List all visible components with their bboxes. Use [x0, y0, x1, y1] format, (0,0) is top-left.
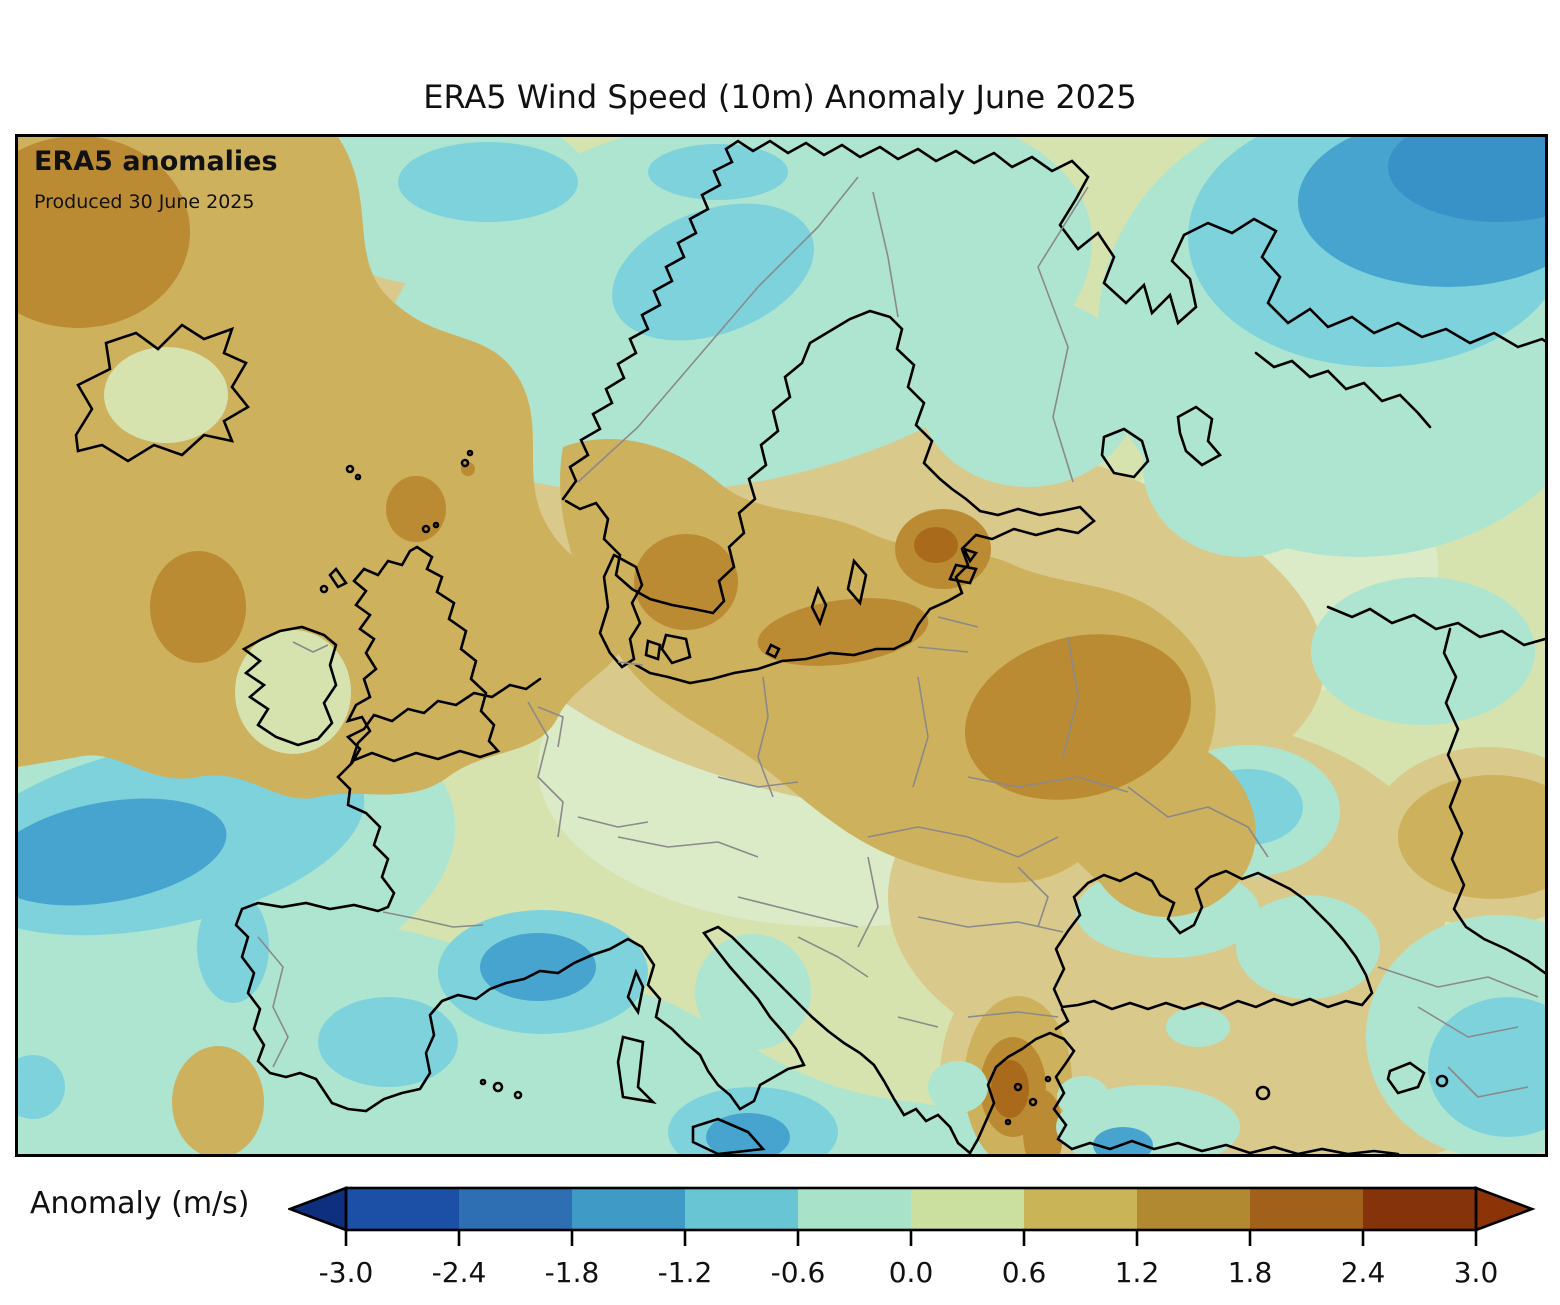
- coastlines: [74, 139, 1545, 1154]
- colorbar-tick-label: -3.0: [319, 1256, 374, 1289]
- map-overlay: ERA5 anomalies Produced 30 June 2025: [34, 147, 278, 213]
- colorbar-segment: [798, 1188, 911, 1230]
- green-gaps-over-tan: [104, 347, 351, 754]
- colorbar-segment: [572, 1188, 685, 1230]
- colorbar-label: Anomaly (m/s): [30, 1186, 250, 1221]
- colorbar-segment: [1363, 1188, 1476, 1230]
- colorbar-tick-label: -1.8: [545, 1256, 600, 1289]
- colorbar-tick-label: 2.4: [1341, 1256, 1386, 1289]
- colorbar-under-arrow: [288, 1186, 348, 1232]
- chart-title: ERA5 Wind Speed (10m) Anomaly June 2025: [423, 78, 1137, 116]
- colorbar-tick-label: 1.2: [1115, 1256, 1160, 1289]
- colorbar-segment: [1250, 1188, 1363, 1230]
- colorbar-segment: [1024, 1188, 1137, 1230]
- colorbar-tick-label: -1.2: [658, 1256, 713, 1289]
- deep-blue-core: [1388, 137, 1545, 222]
- colorbar-tick-label: -2.4: [432, 1256, 487, 1289]
- colorbar: -3.0 -2.4 -1.8 -1.2 -0.6 0.0 0.6 1.2 1.8 2.4 3.0: [288, 1186, 1536, 1289]
- colorbar-segment: [459, 1188, 572, 1230]
- colorbar-tick-label: -0.6: [771, 1256, 826, 1289]
- map-frame: ERA5 anomalies Produced 30 June 2025: [15, 134, 1548, 1157]
- colorbar-tick-label: 3.0: [1454, 1256, 1499, 1289]
- country-borders: [257, 176, 1539, 1098]
- colorbar-over-arrow: [1474, 1186, 1536, 1232]
- colorbar-tick-label: 0.0: [889, 1256, 934, 1289]
- colorbar-tick-label: 1.8: [1228, 1256, 1273, 1289]
- map-overlay-subheading: Produced 30 June 2025: [34, 190, 255, 213]
- colorbar-segment: [911, 1188, 1024, 1230]
- anomaly-map: [18, 137, 1545, 1154]
- colorbar-segment: [346, 1188, 459, 1230]
- colorbar-tick-label: 0.6: [1002, 1256, 1047, 1289]
- brown-cores: [914, 527, 1029, 1118]
- map-overlay-heading: ERA5 anomalies: [34, 146, 278, 177]
- colorbar-segment: [685, 1188, 798, 1230]
- colorbar-segment: [1137, 1188, 1250, 1230]
